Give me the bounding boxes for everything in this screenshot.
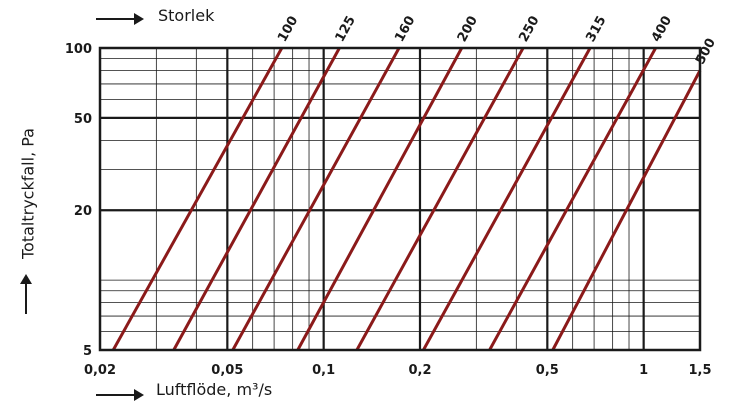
series-line	[422, 47, 592, 351]
series-line	[355, 47, 525, 351]
series-label: 400	[649, 14, 675, 45]
arrow-right-icon	[96, 387, 144, 406]
series-labels: 100 125 160 200 250 315 400 500	[275, 14, 719, 67]
series-line	[551, 69, 702, 351]
series-line	[172, 47, 341, 351]
series-label: 100	[275, 14, 301, 45]
x-tick-label: 0,02	[84, 363, 116, 378]
series-line	[231, 47, 401, 351]
x-tick-label: 0,2	[408, 363, 431, 378]
y-tick-label: 20	[74, 204, 92, 219]
series-label: 125	[333, 14, 359, 45]
major-grid	[100, 48, 700, 350]
series-title: Storlek	[158, 6, 215, 25]
x-tick-label: 0,1	[312, 363, 335, 378]
arrow-right-icon	[96, 11, 144, 30]
series-line	[111, 47, 284, 351]
arrow-up-icon	[19, 274, 33, 318]
x-tick-label: 1	[639, 363, 648, 378]
x-axis-label: Luftflöde, m³/s	[156, 380, 273, 399]
x-tick-label: 0,05	[211, 363, 243, 378]
series-label: 315	[583, 14, 609, 45]
y-tick-label: 100	[65, 42, 92, 57]
x-tick-labels: 0,02 0,05 0,1 0,2 0,5 1 1,5	[84, 363, 712, 378]
series-line	[296, 47, 464, 351]
series-lines	[111, 47, 702, 351]
series-label: 500	[693, 36, 719, 67]
y-tick-labels: 100 50 20 5	[65, 42, 92, 359]
plot-frame	[98, 46, 702, 352]
series-label: 200	[455, 14, 481, 45]
series-label: 160	[392, 14, 418, 45]
x-tick-label: 0,5	[536, 363, 559, 378]
minor-grid	[100, 48, 700, 350]
series-label: 250	[516, 14, 542, 45]
y-axis-label: Totaltryckfall, Pa	[18, 128, 38, 259]
x-tick-label: 1,5	[688, 363, 711, 378]
y-tick-label: 50	[74, 112, 92, 127]
series-line	[488, 47, 657, 351]
y-tick-label: 5	[83, 344, 92, 359]
